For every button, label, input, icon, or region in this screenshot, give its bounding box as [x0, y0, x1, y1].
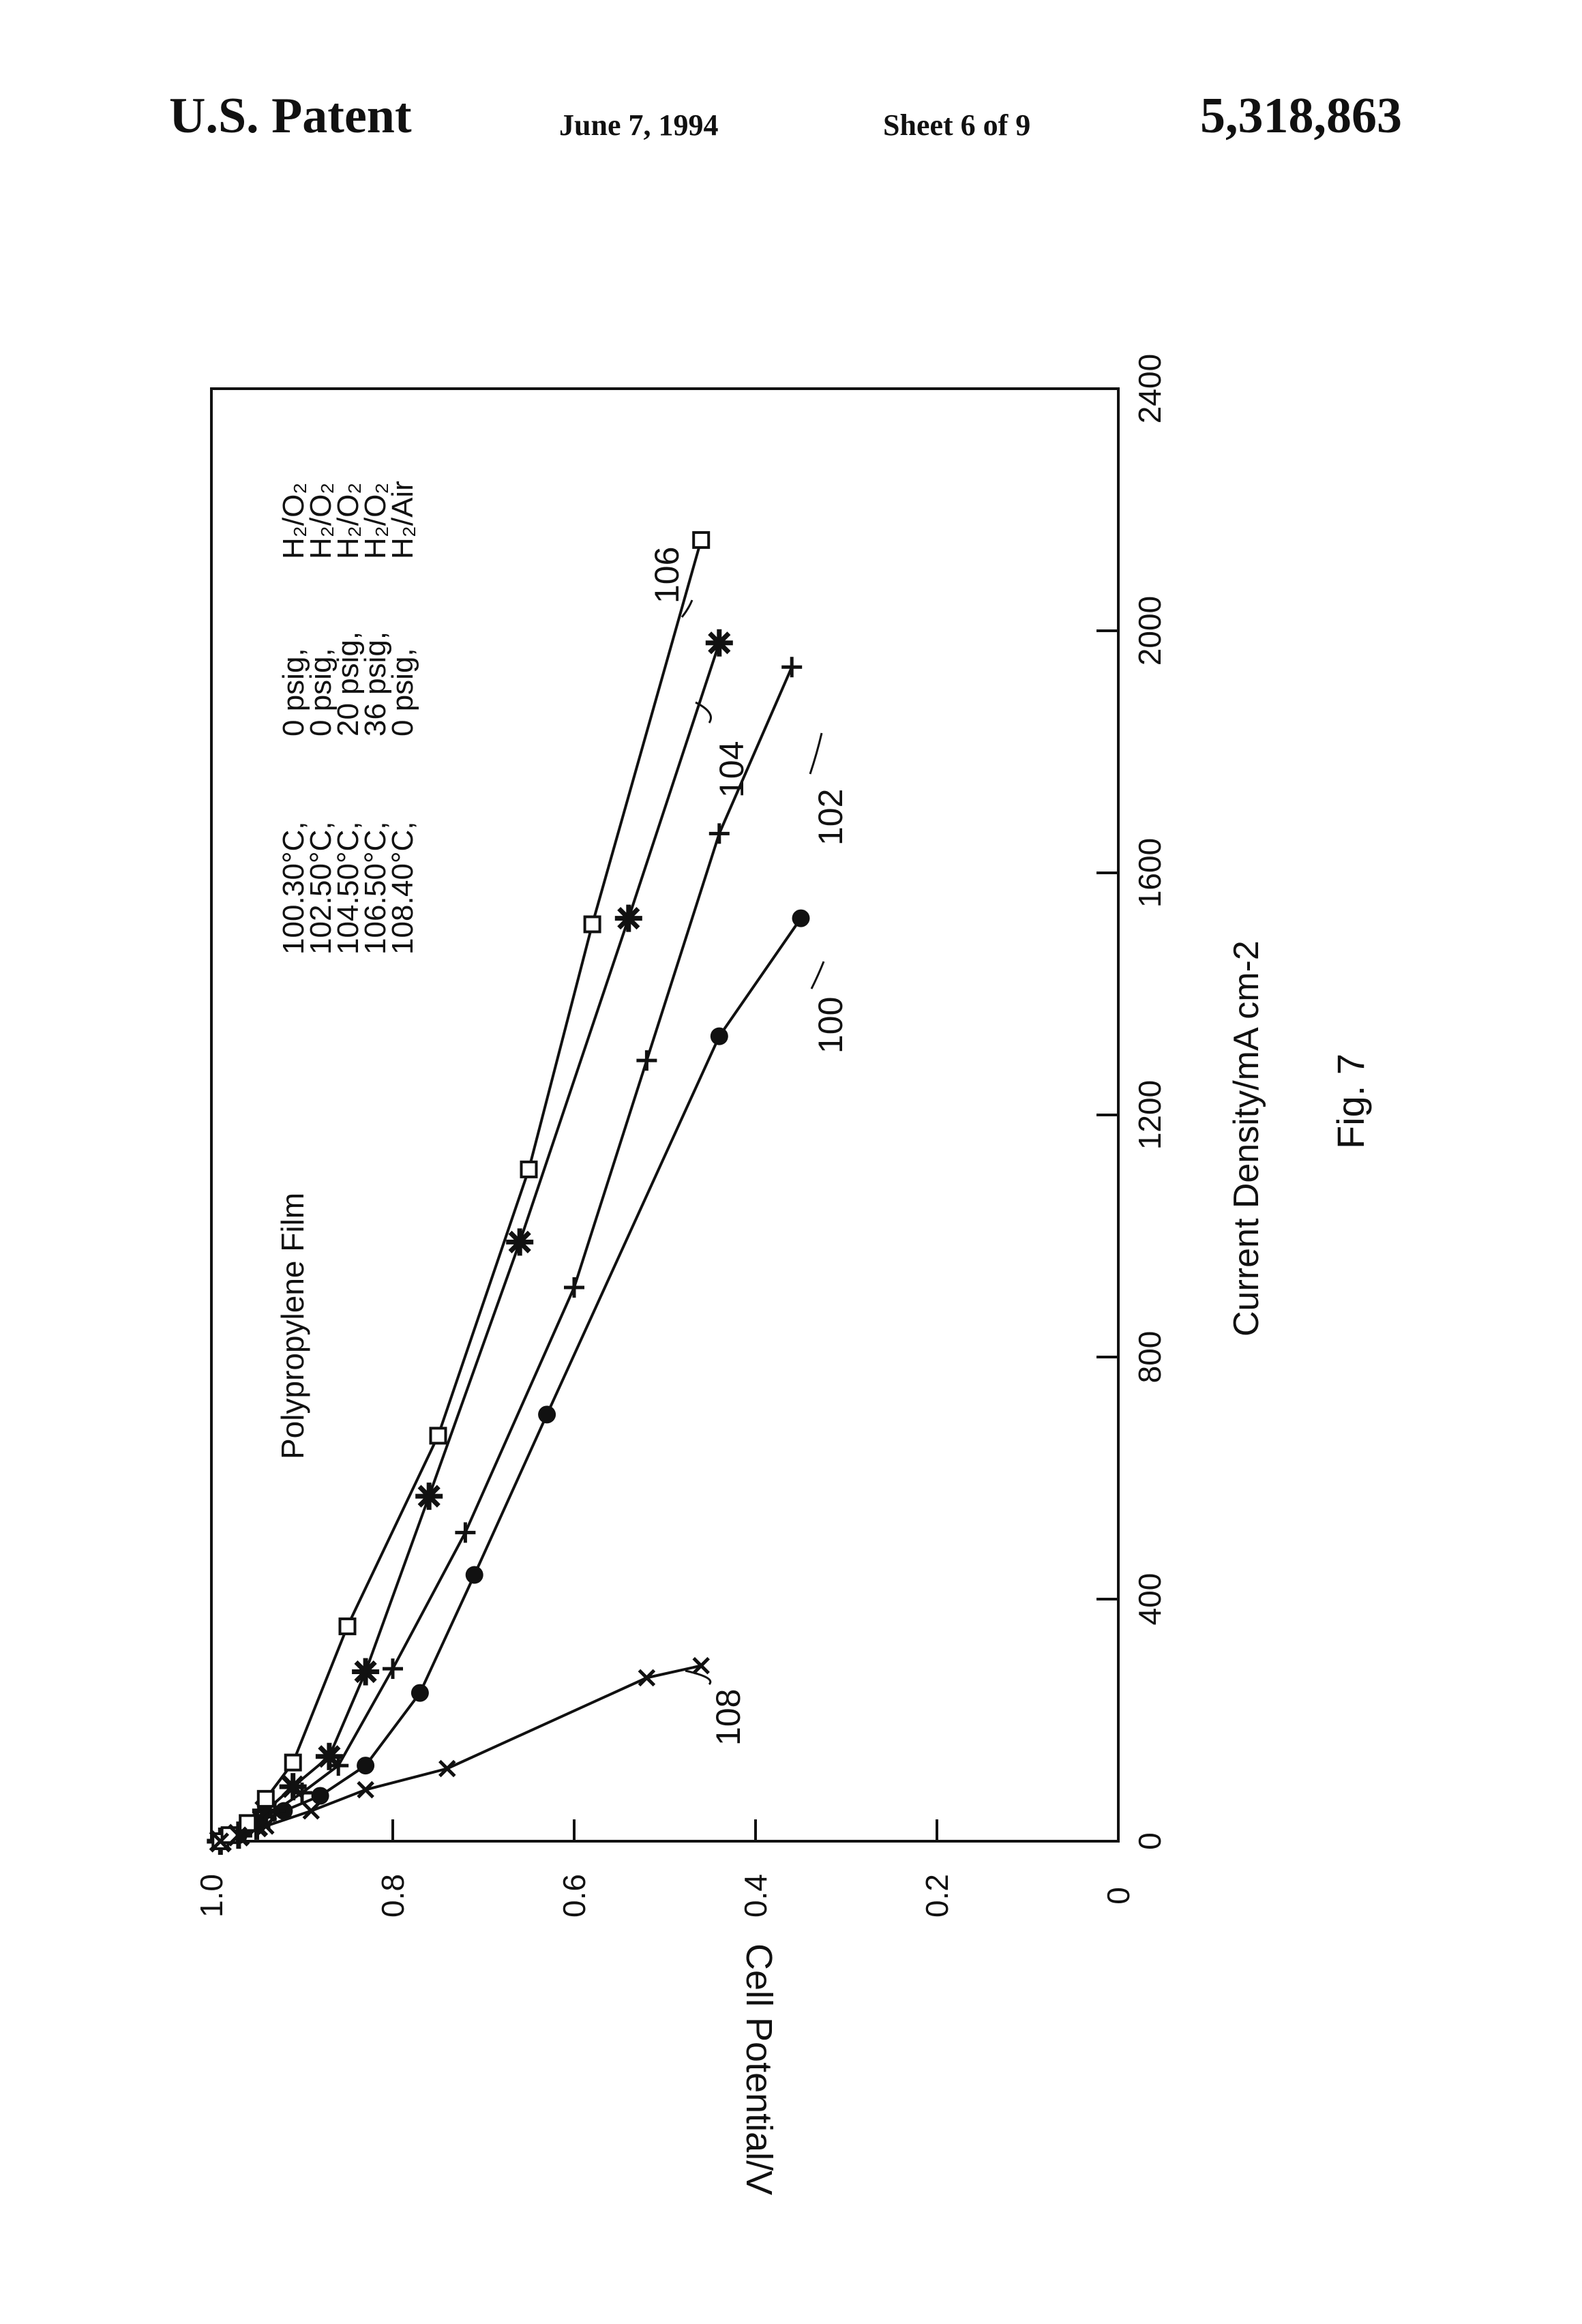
figure-caption: Fig. 7: [1329, 1054, 1372, 1149]
marker-106: [431, 1428, 446, 1443]
marker-104: [506, 1228, 533, 1255]
marker-102: [636, 1050, 657, 1071]
marker-106: [286, 1755, 301, 1770]
marker-102: [781, 657, 802, 677]
marker-100: [357, 1757, 374, 1774]
annotation-label-106: 106: [648, 547, 686, 604]
y-tick-label: 0.6: [556, 1874, 592, 1918]
marker-104: [706, 629, 733, 657]
y-tick-label: 1.0: [194, 1874, 229, 1918]
marker-104: [615, 905, 642, 932]
legend-gas: H₂/Air: [386, 481, 419, 559]
y-tick-label: 0.2: [919, 1874, 955, 1918]
legend-id: 108.: [386, 896, 419, 955]
marker-104: [352, 1658, 379, 1686]
marker-100: [711, 1028, 728, 1045]
annotation-label-102: 102: [811, 789, 850, 846]
legend: 100.30°C,0 psig,H₂/O₂102.50°C,0 psig,H₂/…: [277, 481, 419, 955]
marker-106: [693, 533, 708, 548]
marker-106: [240, 1815, 255, 1830]
plot-title: Polypropylene Film: [275, 1193, 310, 1459]
marker-100: [312, 1787, 329, 1804]
marker-102: [455, 1522, 475, 1543]
marker-100: [411, 1684, 429, 1702]
series-line-108: [220, 1666, 701, 1841]
x-tick-label: 2400: [1132, 354, 1167, 423]
x-tick-label: 2000: [1132, 596, 1167, 666]
y-tick-label: 0.4: [738, 1874, 773, 1918]
x-axis-label: Current Density/mA cm-2: [1227, 940, 1266, 1337]
marker-100: [792, 910, 810, 927]
marker-106: [585, 917, 600, 932]
annotation-leader-100: [811, 962, 824, 989]
y-tick-label: 0.8: [375, 1874, 411, 1918]
marker-106: [258, 1791, 273, 1806]
annotation-leader-102: [810, 733, 822, 774]
legend-pressure: 0 psig,: [386, 648, 419, 736]
marker-106: [522, 1162, 537, 1177]
marker-102: [383, 1658, 403, 1679]
marker-102: [709, 823, 730, 844]
curve-annotations: 100 102 104 106 108: [648, 547, 850, 1746]
annotation-label-100: 100: [811, 997, 850, 1054]
marker-108: [303, 1804, 318, 1819]
x-tick-label: 1600: [1132, 838, 1167, 908]
y-tick-label: 0: [1101, 1887, 1136, 1905]
x-tick-label: 400: [1132, 1573, 1167, 1626]
marker-102: [564, 1277, 584, 1298]
x-tick-label: 800: [1132, 1331, 1167, 1384]
marker-104: [280, 1773, 307, 1800]
marker-106: [340, 1619, 355, 1634]
legend-temp: 40°C,: [386, 821, 419, 897]
marker-104: [415, 1483, 443, 1510]
marker-100: [466, 1566, 483, 1584]
x-tick-label: 1200: [1132, 1080, 1167, 1150]
annotation-label-108: 108: [709, 1689, 747, 1746]
y-axis-label: Cell Potential/V: [738, 1943, 779, 2195]
marker-100: [538, 1405, 556, 1423]
annotation-label-104: 104: [713, 741, 751, 798]
x-tick-label: 0: [1132, 1832, 1167, 1850]
marker-104: [316, 1743, 343, 1770]
